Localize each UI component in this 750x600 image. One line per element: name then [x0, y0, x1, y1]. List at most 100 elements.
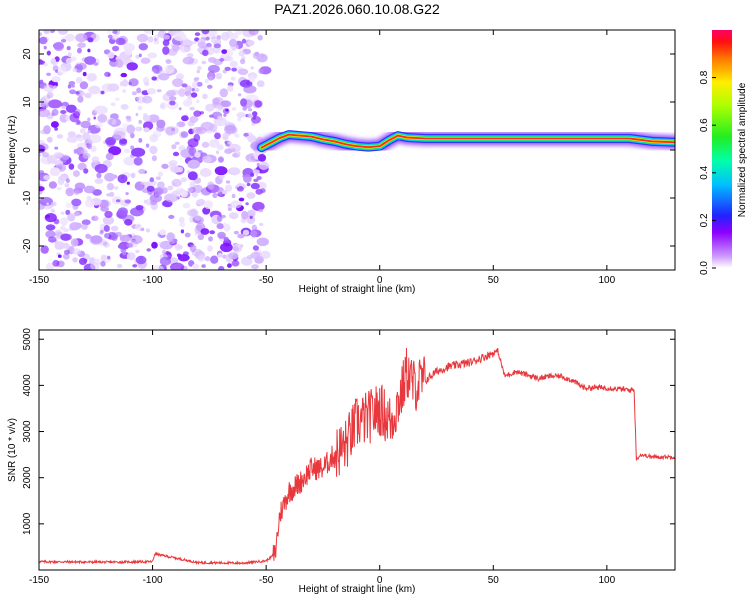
- noise-blob: [82, 71, 87, 77]
- noise-blob: [220, 242, 233, 253]
- spectrogram-y-label: Frequency (Hz): [7, 116, 18, 185]
- noise-blob: [54, 127, 58, 131]
- noise-blob: [196, 198, 206, 206]
- noise-blob: [202, 49, 209, 57]
- noise-blob: [176, 253, 182, 257]
- noise-blob: [204, 79, 209, 84]
- noise-blob: [149, 193, 162, 203]
- noise-blob: [192, 40, 197, 45]
- noise-blob: [187, 159, 200, 169]
- noise-blob: [103, 241, 108, 246]
- noise-blob: [192, 263, 200, 269]
- noise-blob: [181, 83, 188, 88]
- snr-y-label: SNR (10 * v/v): [7, 418, 18, 482]
- noise-blob: [231, 67, 237, 72]
- noise-blob: [134, 126, 143, 132]
- noise-blob: [227, 207, 232, 212]
- noise-blob: [122, 89, 126, 93]
- noise-blob: [59, 113, 69, 123]
- noise-blob: [223, 222, 227, 227]
- noise-blob: [94, 163, 108, 174]
- noise-blob: [122, 251, 127, 256]
- noise-blob: [83, 185, 96, 194]
- noise-blob: [67, 84, 72, 89]
- noise-blob: [224, 124, 237, 134]
- noise-blob: [197, 65, 202, 71]
- noise-blob: [66, 135, 78, 143]
- noise-blob: [192, 126, 203, 134]
- noise-blob: [119, 81, 125, 87]
- noise-blob: [50, 121, 59, 128]
- noise-blob: [215, 72, 223, 80]
- noise-blob: [157, 241, 162, 245]
- noise-blob: [240, 58, 246, 65]
- noise-blob: [180, 229, 185, 234]
- noise-blob: [156, 89, 162, 93]
- noise-blob: [227, 167, 241, 176]
- noise-blob: [257, 34, 263, 41]
- noise-blob: [237, 93, 242, 97]
- noise-blob: [189, 106, 195, 111]
- noise-blob: [197, 41, 207, 49]
- noise-blob: [80, 148, 88, 156]
- noise-blob: [126, 242, 134, 248]
- noise-blob: [87, 130, 91, 134]
- noise-blob: [165, 59, 172, 64]
- spectrogram-plot-area: [39, 30, 675, 270]
- snr-x-ticks: -150 -100 -50 0 50 100: [29, 330, 616, 586]
- noise-blob: [123, 149, 131, 154]
- spectrogram-y-tick-label: 0: [22, 147, 33, 153]
- colorbar-tick-label: 0.0: [699, 261, 710, 275]
- noise-blob: [81, 223, 88, 230]
- noise-blob: [231, 260, 240, 267]
- noise-blob: [133, 157, 143, 166]
- noise-blob: [173, 30, 179, 34]
- noise-blob: [254, 255, 264, 264]
- noise-blob: [189, 244, 197, 253]
- noise-blob: [242, 229, 250, 236]
- noise-blob: [241, 210, 249, 220]
- noise-blob: [46, 50, 51, 56]
- noise-blob: [126, 252, 136, 261]
- noise-blob: [87, 134, 102, 144]
- noise-blob: [72, 170, 80, 178]
- noise-blob: [196, 69, 201, 74]
- snr-y-tick-label: 2000: [22, 466, 33, 489]
- noise-blob: [240, 98, 248, 107]
- noise-blob: [68, 81, 76, 86]
- noise-blob: [87, 117, 91, 122]
- noise-blob: [228, 32, 239, 40]
- noise-blob: [208, 76, 213, 81]
- noise-blob: [135, 112, 139, 117]
- noise-blob: [170, 165, 182, 173]
- noise-blob: [84, 198, 95, 208]
- noise-blob: [135, 255, 147, 265]
- noise-blob: [48, 236, 57, 243]
- noise-blob: [216, 35, 221, 40]
- noise-blob: [100, 260, 106, 267]
- noise-blob: [258, 209, 264, 213]
- snr-x-tick-label: -150: [29, 575, 49, 586]
- snr-x-label: Height of straight line (km): [299, 584, 416, 595]
- noise-blob: [43, 125, 51, 135]
- noise-blob: [231, 46, 236, 51]
- noise-blob: [80, 91, 86, 97]
- noise-blob: [248, 30, 259, 36]
- noise-blob: [128, 81, 132, 86]
- noise-blob: [246, 182, 251, 187]
- noise-blob: [252, 201, 265, 211]
- noise-blob: [70, 238, 79, 247]
- noise-blob: [105, 152, 114, 161]
- noise-blob: [243, 85, 257, 94]
- noise-blob: [167, 64, 175, 71]
- noise-blob: [65, 104, 77, 114]
- noise-blob: [232, 246, 239, 252]
- noise-blob: [56, 187, 62, 191]
- snr-x-tick-label: 50: [488, 575, 500, 586]
- noise-blob: [162, 39, 170, 46]
- noise-blob: [191, 192, 198, 198]
- noise-blob: [39, 108, 51, 118]
- noise-blob: [172, 78, 184, 87]
- noise-blob: [67, 213, 76, 222]
- noise-blob: [148, 114, 160, 123]
